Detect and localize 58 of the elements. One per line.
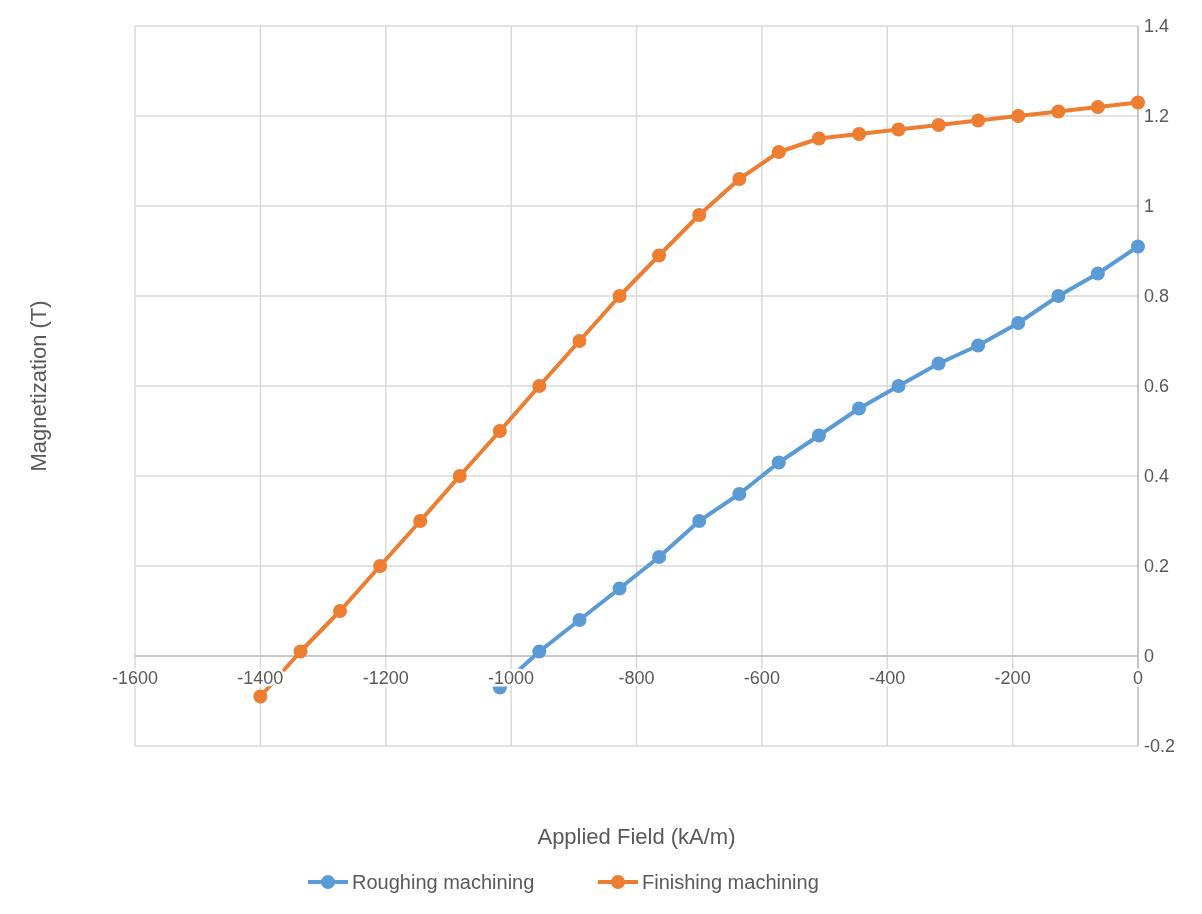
point [612, 289, 627, 303]
point [1011, 109, 1026, 123]
point [1131, 95, 1145, 110]
y-tick-label: 0.8 [1144, 286, 1170, 306]
point [852, 127, 867, 141]
x-tick-label: -400 [869, 668, 906, 688]
legend-label: Roughing machining [352, 871, 535, 893]
point [771, 145, 786, 159]
point [1011, 316, 1026, 330]
x-tick-label: -200 [994, 668, 1031, 688]
point [373, 559, 388, 573]
point [1051, 289, 1066, 303]
point [612, 581, 627, 596]
point [532, 379, 547, 393]
point [692, 208, 707, 222]
y-tick-label: 0.2 [1144, 556, 1170, 576]
point [732, 487, 747, 501]
point [652, 248, 667, 263]
point [1090, 100, 1105, 114]
point [452, 469, 467, 483]
point [811, 428, 826, 443]
point [971, 113, 986, 128]
legend-label: Finishing machining [642, 871, 819, 893]
point [891, 379, 906, 393]
point [1090, 266, 1105, 281]
y-tick-label: 0.4 [1144, 466, 1170, 486]
point [652, 550, 667, 564]
point [852, 401, 867, 416]
point [1131, 239, 1145, 254]
point [532, 644, 547, 659]
point [253, 689, 268, 704]
point [492, 424, 507, 438]
x-axis-title: Applied Field (kA/m) [537, 824, 736, 849]
point [931, 118, 946, 132]
y-tick-label: 1.2 [1144, 106, 1170, 126]
point [1051, 104, 1066, 119]
point [692, 514, 707, 528]
point [811, 131, 826, 146]
y-tick-label: 0 [1144, 646, 1155, 666]
x-tick-label: -1600 [111, 668, 159, 688]
point [771, 455, 786, 470]
point [931, 356, 946, 371]
y-tick-label: 1.4 [1144, 16, 1170, 36]
point [971, 338, 986, 353]
point [572, 334, 587, 348]
x-tick-label: -800 [618, 668, 655, 688]
x-tick-label: -1200 [362, 668, 409, 688]
y-axis-title: Magnetization (T) [26, 300, 51, 472]
point [332, 604, 347, 618]
point [732, 172, 747, 186]
x-tick-label: -600 [743, 668, 780, 688]
y-tick-label: 0.6 [1144, 376, 1170, 396]
point [572, 613, 587, 627]
y-tick-label: -0.2 [1144, 736, 1176, 756]
point [891, 122, 906, 137]
y-tick-label: 1 [1144, 196, 1155, 216]
point [293, 644, 308, 659]
point [413, 514, 428, 528]
